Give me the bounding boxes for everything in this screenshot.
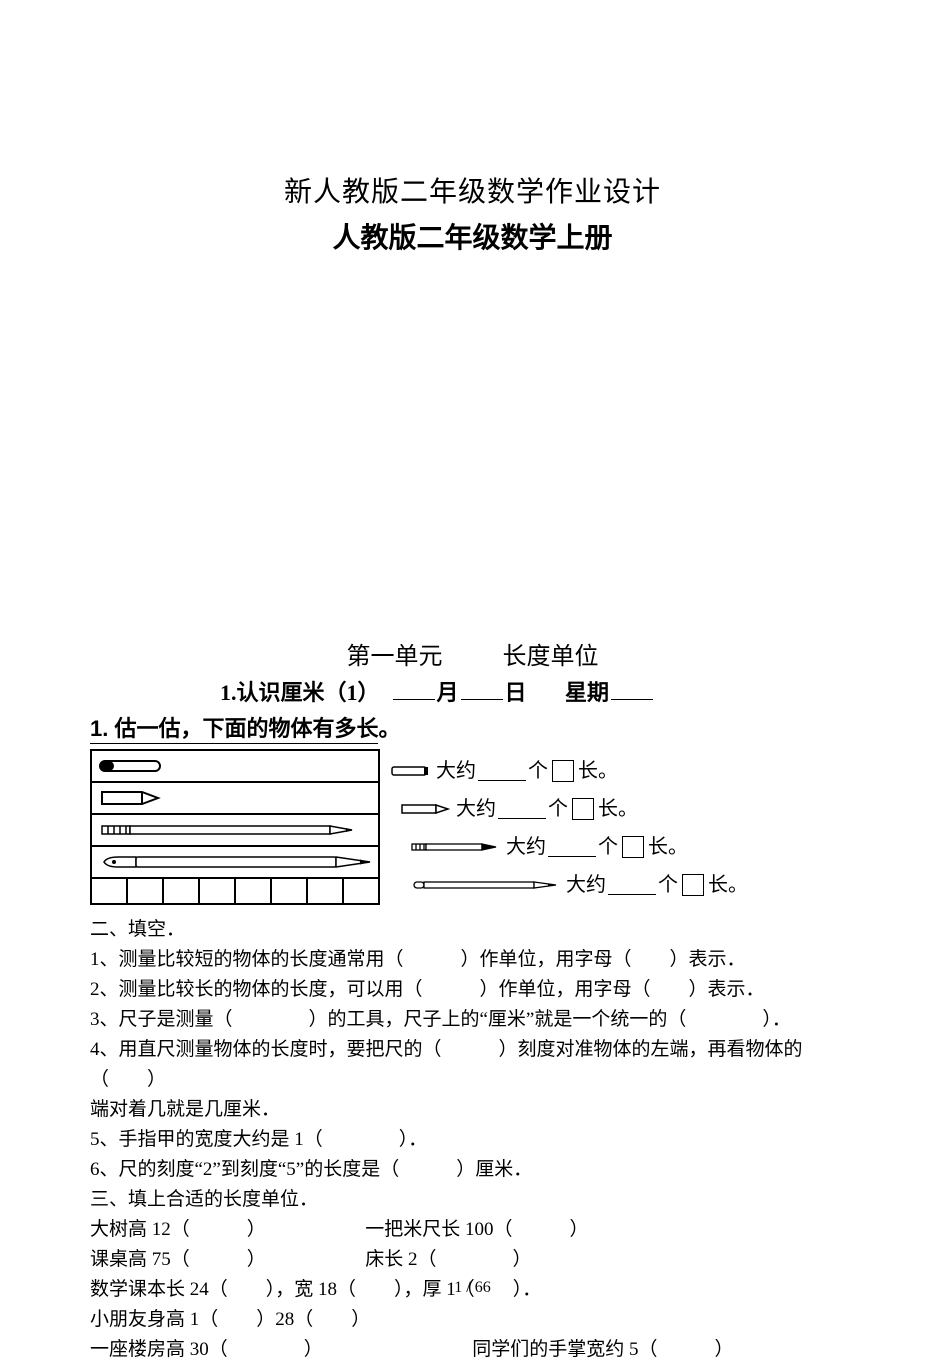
mini-pencil-icon bbox=[410, 840, 500, 854]
line-4b: 端对着几就是几厘米． bbox=[90, 1095, 855, 1125]
unit-box bbox=[552, 760, 574, 782]
doc-title-1: 新人教版二年级数学作业设计 bbox=[90, 170, 855, 210]
blank-day bbox=[461, 679, 503, 700]
fill-row-5: 一座楼房高 30（ ） 同学们的手掌宽约 5（ ） bbox=[90, 1335, 855, 1365]
body-text: 二、填空． 1、测量比较短的物体的长度通常用（ ）作单位，用字母（ ）表示． 2… bbox=[90, 915, 855, 1365]
pen-icon bbox=[98, 852, 378, 872]
fill-row-1: 大树高 12（ ） 一把米尺长 100（ ） bbox=[90, 1215, 855, 1245]
object-row-3 bbox=[92, 815, 378, 847]
ruler-cell bbox=[344, 879, 378, 903]
blank-weekday bbox=[611, 679, 653, 700]
lesson-prefix: 1.认识厘米（1） bbox=[220, 680, 380, 705]
ruler-column bbox=[90, 749, 380, 905]
approx-text: 大约 bbox=[506, 829, 546, 865]
answer-line-2: 大约 个 长。 bbox=[390, 791, 855, 827]
ruler-cell bbox=[92, 879, 128, 903]
q1-heading-text: 1. 估一估，下面的物体有多长 bbox=[90, 716, 378, 741]
unit-line: 第一单元 长度单位 bbox=[90, 636, 855, 671]
answer-line-3: 大约 个 长。 bbox=[390, 829, 855, 865]
month-suffix: 月 bbox=[437, 680, 459, 705]
q1-heading-period: 。 bbox=[378, 716, 400, 741]
chalk-icon bbox=[98, 757, 168, 775]
unit-box bbox=[682, 874, 704, 896]
mini-chalk-icon bbox=[390, 764, 430, 778]
page: 新人教版二年级数学作业设计 人教版二年级数学上册 第一单元 长度单位 1.认识厘米… bbox=[0, 0, 945, 1337]
approx-text: 大约 bbox=[436, 753, 476, 789]
chang-text: 长。 bbox=[598, 791, 638, 827]
estimate-block: 大约 个 长。 大约 个 长。 bbox=[90, 749, 855, 905]
chang-text: 长。 bbox=[708, 867, 748, 903]
lesson-line: 1.认识厘米（1） 月 日 星期 bbox=[90, 675, 855, 707]
answer-line-1: 大约 个 长。 bbox=[390, 753, 855, 789]
fill-row-2: 课桌高 75（ ） 床长 2（ ） bbox=[90, 1245, 855, 1275]
unit-box bbox=[572, 798, 594, 820]
chang-text: 长。 bbox=[578, 753, 618, 789]
ruler-cell bbox=[272, 879, 308, 903]
section-3-heading: 三、填上合适的长度单位． bbox=[90, 1185, 855, 1215]
fill-2a: 课桌高 75（ ） bbox=[90, 1249, 266, 1270]
ge-text: 个 bbox=[528, 753, 548, 789]
unit-label: 第一单元 bbox=[347, 644, 443, 670]
fill-5b: 同学们的手掌宽约 5（ ） bbox=[472, 1339, 733, 1360]
pencil-icon bbox=[98, 821, 358, 839]
line-4a: 4、用直尺测量物体的长度时，要把尺的（ ）刻度对准物体的左端，再看物体的（ ） bbox=[90, 1035, 855, 1095]
object-row-4 bbox=[92, 847, 378, 877]
line-2: 2、测量比较长的物体的长度，可以用（ ）作单位，用字母（ ）表示． bbox=[90, 975, 855, 1005]
object-row-1 bbox=[92, 751, 378, 783]
page-footer: 1 / 66 bbox=[0, 1279, 945, 1297]
ruler-cell bbox=[200, 879, 236, 903]
object-row-2 bbox=[92, 783, 378, 815]
line-6: 6、尺的刻度“2”到刻度“5”的长度是（ ）厘米． bbox=[90, 1155, 855, 1185]
line-1: 1、测量比较短的物体的长度通常用（ ）作单位，用字母（ ）表示． bbox=[90, 945, 855, 975]
fill-5a: 一座楼房高 30（ ） bbox=[90, 1339, 323, 1360]
answer-line-4: 大约 个 长。 bbox=[390, 867, 855, 903]
blank-month bbox=[393, 679, 435, 700]
section-2-heading: 二、填空． bbox=[90, 915, 855, 945]
ruler-cell bbox=[236, 879, 272, 903]
mini-eraser-icon bbox=[400, 802, 450, 816]
ge-text: 个 bbox=[658, 867, 678, 903]
chang-text: 长。 bbox=[648, 829, 688, 865]
fill-4: 小朋友身高 1（ ）28（ ） bbox=[90, 1305, 855, 1335]
objects-box bbox=[90, 749, 380, 879]
ruler-cell bbox=[308, 879, 344, 903]
line-5: 5、手指甲的宽度大约是 1（ ）． bbox=[90, 1125, 855, 1155]
doc-title-2: 人教版二年级数学上册 bbox=[90, 216, 855, 256]
blank bbox=[478, 762, 526, 781]
weekday-label: 星期 bbox=[565, 680, 609, 705]
unit-name: 长度单位 bbox=[503, 644, 599, 670]
eraser-icon bbox=[98, 788, 163, 808]
ruler-cell bbox=[128, 879, 164, 903]
approx-text: 大约 bbox=[456, 791, 496, 827]
q1-heading: 1. 估一估，下面的物体有多长。 bbox=[90, 711, 855, 743]
unit-ruler bbox=[90, 879, 380, 905]
day-suffix: 日 bbox=[505, 680, 527, 705]
fill-1a: 大树高 12（ ） bbox=[90, 1219, 266, 1240]
blank bbox=[498, 800, 546, 819]
fill-1b: 一把米尺长 100（ ） bbox=[365, 1219, 588, 1240]
unit-box bbox=[622, 836, 644, 858]
fill-2b: 床长 2（ ） bbox=[365, 1249, 531, 1270]
blank bbox=[548, 838, 596, 857]
approx-text: 大约 bbox=[566, 867, 606, 903]
ge-text: 个 bbox=[598, 829, 618, 865]
ge-text: 个 bbox=[548, 791, 568, 827]
mini-pen-icon bbox=[410, 878, 560, 892]
blank bbox=[608, 876, 656, 895]
answers-column: 大约 个 长。 大约 个 长。 bbox=[390, 749, 855, 905]
ruler-cell bbox=[164, 879, 200, 903]
line-3: 3、尺子是测量（ ）的工具，尺子上的“厘米”就是一个统一的（ ）． bbox=[90, 1005, 855, 1035]
